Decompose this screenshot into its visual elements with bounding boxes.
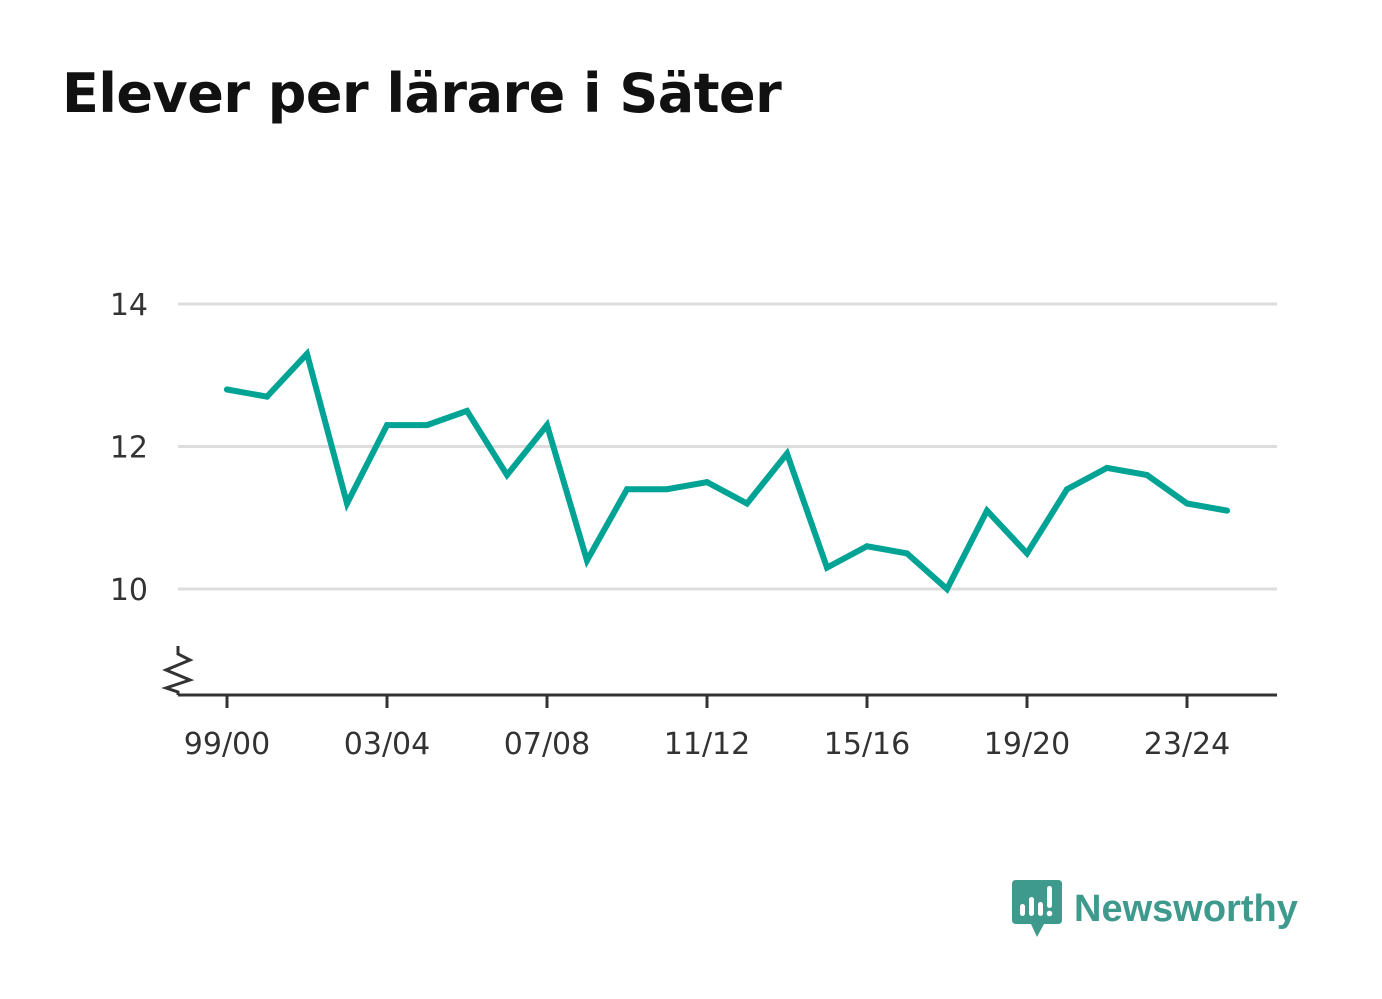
axis-break-icon <box>161 646 195 695</box>
chart-title: Elever per lärare i Säter <box>62 62 782 125</box>
data-point-04/05 <box>424 422 430 429</box>
y-tick-label-14: 14 <box>110 288 148 323</box>
y-tick-label-12: 12 <box>110 431 148 466</box>
data-point-18/19 <box>984 507 990 514</box>
brand-name: Newsworthy <box>1074 887 1298 930</box>
y-tick-label-10: 10 <box>110 573 148 608</box>
data-point-19/20 <box>1024 550 1030 557</box>
data-point-05/06 <box>464 407 470 414</box>
series-line-0 <box>224 347 1230 594</box>
x-tick-label-19/20: 19/20 <box>984 727 1070 762</box>
x-tick-label-07/08: 07/08 <box>504 727 590 762</box>
data-point-06/07 <box>504 472 510 478</box>
data-point-07/08 <box>544 422 550 429</box>
data-point-14/15 <box>824 564 830 571</box>
data-point-15/16 <box>864 543 870 550</box>
data-point-24/25 <box>1224 507 1230 514</box>
x-tick-label-15/16: 15/16 <box>824 727 910 762</box>
data-point-21/22 <box>1104 464 1110 471</box>
data-point-02/03 <box>344 500 350 507</box>
data-point-16/17 <box>904 550 910 557</box>
data-point-12/13 <box>744 500 750 507</box>
x-axis: 99/00 03/04 07/08 11/12 15/16 19/20 23/24 <box>161 646 1277 762</box>
y-axis-ticks: 10 12 14 <box>110 288 148 608</box>
x-tick-label-11/12: 11/12 <box>664 727 750 762</box>
gridlines <box>178 302 1277 591</box>
data-point-13/14 <box>784 450 790 457</box>
data-point-03/04 <box>384 422 390 429</box>
data-point-22/23 <box>1144 472 1150 478</box>
data-point-11/12 <box>704 479 710 486</box>
x-tick-label-03/04: 03/04 <box>344 727 430 762</box>
newsworthy-logo-icon <box>1012 880 1062 937</box>
x-tick-label-99/00: 99/00 <box>184 727 270 762</box>
data-point-08/09 <box>584 557 590 564</box>
data-point-09/10 <box>624 486 630 493</box>
data-point-99/00 <box>224 386 230 393</box>
data-point-20/21 <box>1064 486 1070 493</box>
data-point-01/02 <box>304 350 310 357</box>
brand-logo: Newsworthy <box>1012 880 1298 938</box>
data-point-10/11 <box>664 486 670 493</box>
series <box>224 347 1230 594</box>
data-point-00/01 <box>264 393 270 400</box>
x-tick-label-23/24: 23/24 <box>1144 727 1230 762</box>
data-point-17/18 <box>944 586 950 592</box>
data-point-23/24 <box>1184 500 1190 507</box>
